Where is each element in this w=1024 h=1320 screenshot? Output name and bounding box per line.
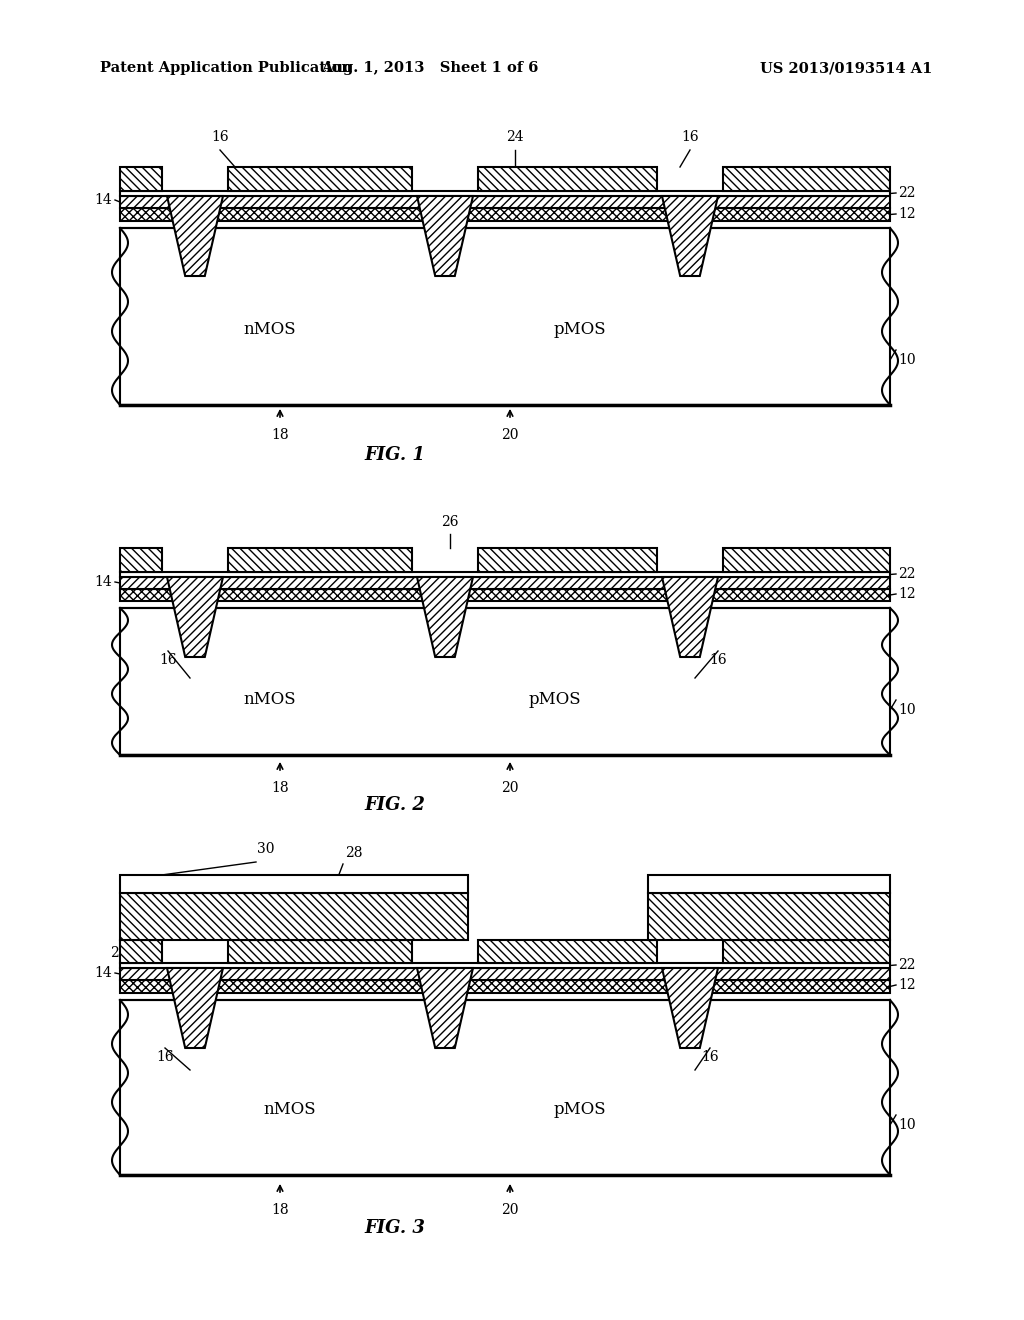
Text: FIG. 2: FIG. 2	[365, 796, 425, 814]
Text: nMOS: nMOS	[264, 1101, 316, 1118]
Bar	[120, 1001, 890, 1175]
Bar	[120, 209, 890, 220]
Text: 10: 10	[898, 1118, 915, 1133]
Bar	[723, 548, 890, 572]
Bar	[120, 875, 468, 894]
Text: 16: 16	[159, 653, 177, 667]
Bar	[120, 195, 890, 209]
Polygon shape	[662, 968, 718, 1048]
Bar	[120, 168, 162, 191]
Text: 26: 26	[441, 515, 459, 529]
Bar	[120, 548, 162, 572]
Text: nMOS: nMOS	[244, 322, 296, 338]
Bar	[648, 875, 890, 894]
Polygon shape	[662, 195, 718, 276]
Text: 12: 12	[898, 587, 915, 601]
Bar	[120, 968, 890, 979]
Text: Aug. 1, 2013   Sheet 1 of 6: Aug. 1, 2013 Sheet 1 of 6	[322, 61, 539, 75]
Text: 14: 14	[94, 193, 112, 207]
Text: pMOS: pMOS	[554, 322, 606, 338]
Text: US 2013/0193514 A1: US 2013/0193514 A1	[760, 61, 933, 75]
Text: 26: 26	[111, 946, 128, 960]
Text: 18: 18	[271, 781, 289, 795]
Polygon shape	[417, 968, 473, 1048]
Text: pMOS: pMOS	[528, 692, 582, 709]
Bar	[120, 572, 890, 577]
Text: Patent Application Publication: Patent Application Publication	[100, 61, 352, 75]
Bar	[120, 577, 890, 589]
Bar	[228, 548, 412, 572]
Bar	[723, 168, 890, 191]
Text: 18: 18	[271, 428, 289, 442]
Text: 16: 16	[710, 653, 727, 667]
Bar	[120, 964, 890, 968]
Bar	[478, 940, 657, 964]
Text: 18: 18	[271, 1203, 289, 1217]
Text: 24: 24	[506, 129, 524, 144]
Text: 22: 22	[898, 186, 915, 201]
Text: 20: 20	[502, 1203, 519, 1217]
Bar	[648, 894, 890, 940]
Polygon shape	[167, 195, 223, 276]
Text: 10: 10	[898, 704, 915, 717]
Text: FIG. 3: FIG. 3	[365, 1218, 425, 1237]
Polygon shape	[417, 195, 473, 276]
Bar	[120, 589, 890, 601]
Text: 20: 20	[502, 428, 519, 442]
Text: 16: 16	[701, 1049, 719, 1064]
Text: 12: 12	[898, 978, 915, 993]
Bar	[120, 191, 890, 195]
Text: FIG. 1: FIG. 1	[365, 446, 425, 465]
Text: 16: 16	[681, 129, 698, 144]
Bar	[228, 168, 412, 191]
Text: 22: 22	[898, 568, 915, 581]
Bar	[478, 168, 657, 191]
Polygon shape	[167, 968, 223, 1048]
Bar	[120, 940, 162, 964]
Bar	[478, 548, 657, 572]
Polygon shape	[662, 577, 718, 657]
Text: 28: 28	[345, 846, 362, 861]
Text: 30: 30	[257, 842, 274, 855]
Text: 14: 14	[94, 576, 112, 589]
Bar	[120, 228, 890, 405]
Text: 22: 22	[898, 958, 915, 972]
Bar	[120, 894, 468, 940]
Text: pMOS: pMOS	[554, 1101, 606, 1118]
Polygon shape	[167, 577, 223, 657]
Text: 12: 12	[898, 207, 915, 220]
Polygon shape	[417, 577, 473, 657]
Text: 16: 16	[211, 129, 228, 144]
Text: 10: 10	[898, 352, 915, 367]
Bar	[120, 979, 890, 993]
Text: 16: 16	[157, 1049, 174, 1064]
Bar	[120, 609, 890, 755]
Text: 14: 14	[94, 966, 112, 979]
Text: nMOS: nMOS	[244, 692, 296, 709]
Text: 20: 20	[502, 781, 519, 795]
Bar	[228, 940, 412, 964]
Bar	[723, 940, 890, 964]
